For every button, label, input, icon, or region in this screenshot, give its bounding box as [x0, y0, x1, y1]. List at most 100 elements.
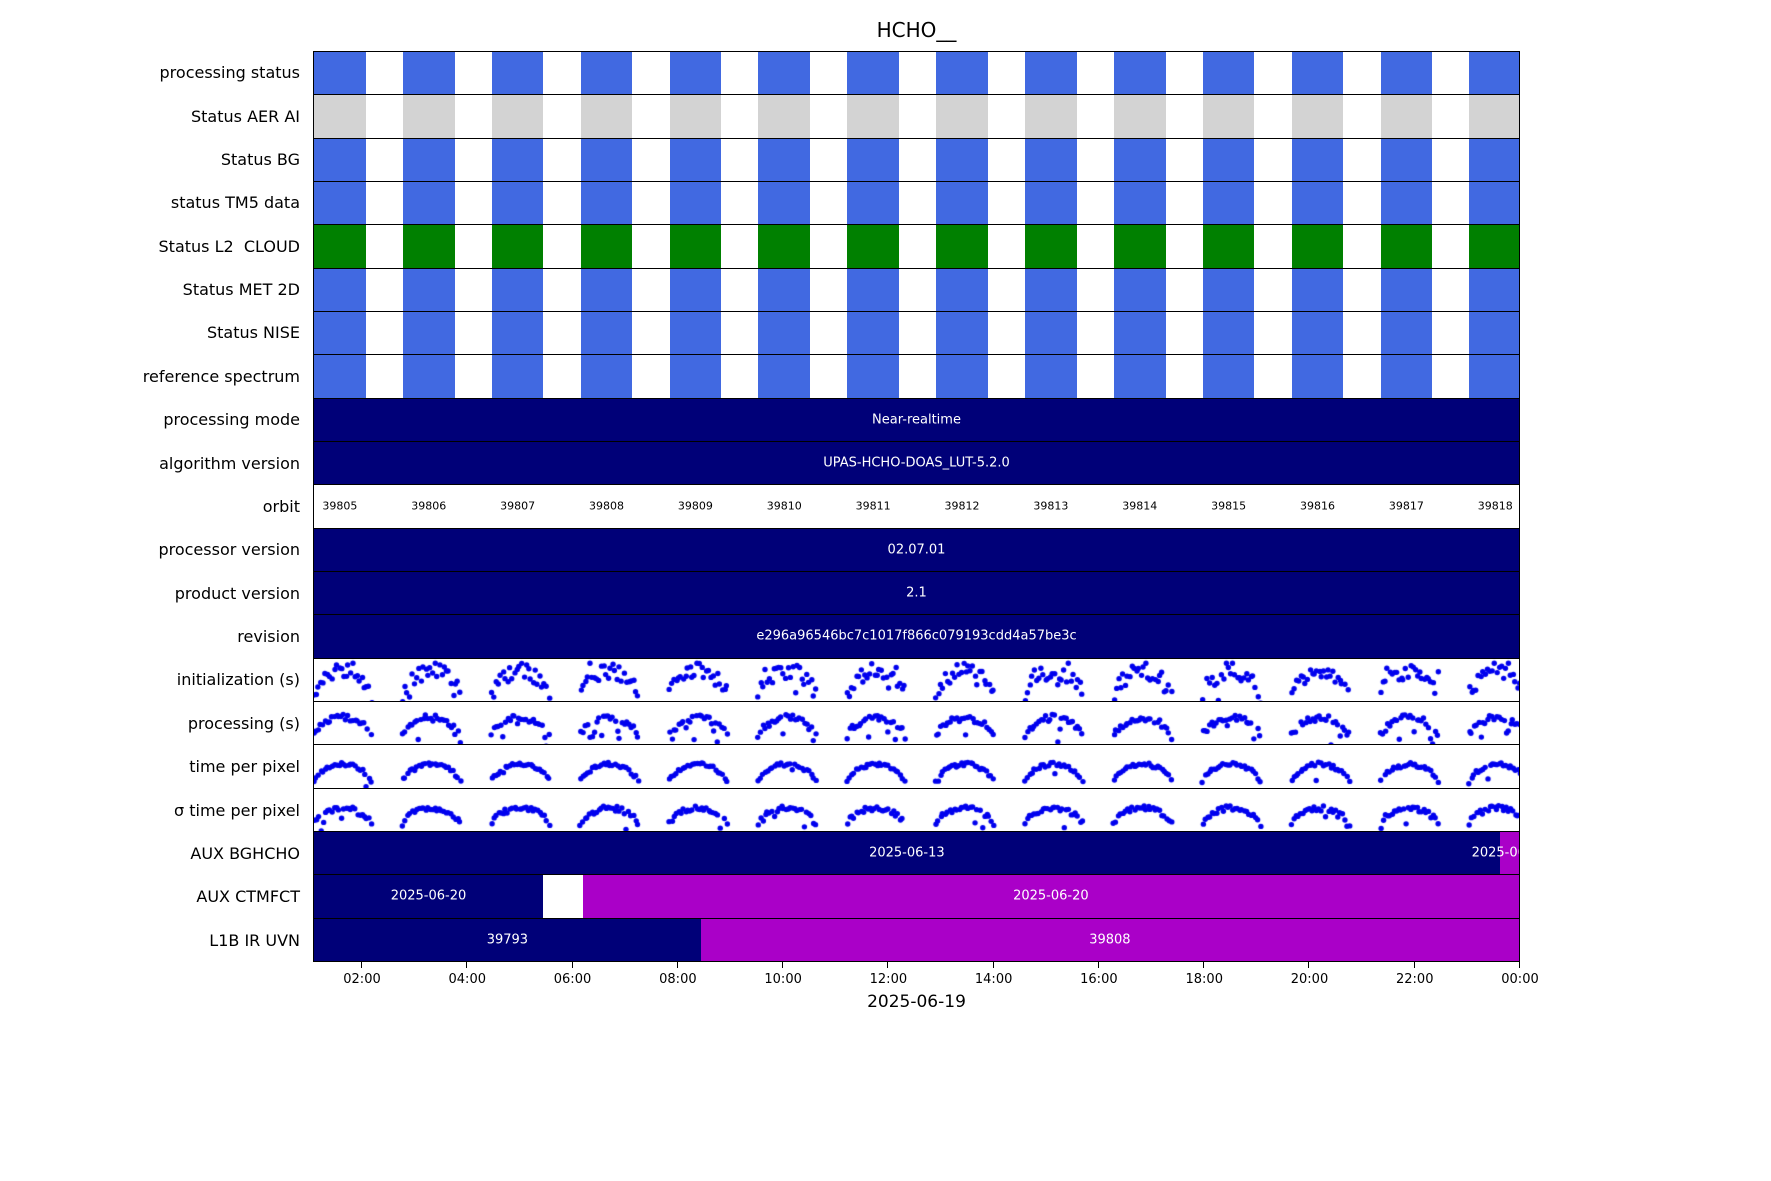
x-tick-mark: [676, 962, 678, 968]
orbit-number: 39810: [766, 499, 802, 513]
row-processing-s: [314, 701, 1519, 746]
bar-segment-text: UPAS-HCHO-DOAS_LUT-5.2.0: [823, 455, 1010, 471]
bar-segment-text: 2025-06-13: [869, 845, 945, 861]
x-tick-label: 10:00: [764, 972, 802, 987]
status-block: [314, 138, 366, 181]
bar-segment-text: 2025-06-20: [1013, 888, 1089, 904]
x-tick-mark: [887, 962, 889, 968]
row-label-orbit: orbit: [262, 496, 300, 516]
status-block: [1380, 268, 1433, 311]
status-block: [847, 181, 899, 225]
row-status-tm5-data: [314, 181, 1519, 226]
row-status-aer-ai: [314, 95, 1519, 139]
x-tick-label: 04:00: [448, 972, 486, 987]
row-revision: e296a96546bc7c1017f866c079193cdd4a57be3c: [314, 615, 1519, 659]
status-block: [758, 181, 811, 225]
bar-segment-text: 2.1: [906, 585, 927, 601]
status-block: [580, 95, 633, 138]
status-block: [491, 355, 544, 398]
row-label-algorithm-version: algorithm version: [159, 453, 300, 473]
status-block: [847, 311, 899, 355]
status-block: [491, 181, 544, 225]
status-block: [314, 355, 366, 398]
status-block: [402, 52, 455, 95]
status-block: [669, 268, 722, 311]
row-label-processing-mode: processing mode: [163, 410, 300, 430]
status-block: [402, 95, 455, 138]
row-processor-version: 02.07.01: [314, 528, 1519, 572]
status-block: [1202, 355, 1255, 398]
status-block: [1025, 95, 1077, 138]
status-block: [669, 181, 722, 225]
row-label-processor-version: processor version: [158, 540, 300, 560]
row-label-l1b-ir-uvn: L1B IR UVN: [209, 930, 300, 950]
x-axis-label: 2025-06-19: [867, 992, 966, 1012]
x-tick-mark: [361, 962, 362, 968]
status-block: [1025, 138, 1077, 181]
status-block: [1291, 268, 1344, 311]
bar-segment: [314, 875, 543, 918]
status-block: [1202, 268, 1255, 311]
x-tick-label: 20:00: [1290, 972, 1329, 987]
bar-segment: [314, 615, 1519, 658]
orbit-number: 39814: [1122, 499, 1158, 513]
row-label-status-met-2d: Status MET 2D: [182, 280, 300, 300]
x-tick-label: 02:00: [343, 972, 381, 987]
orbit-number: 39811: [855, 499, 891, 513]
status-block: [1291, 181, 1344, 225]
row-label-status-nise: Status NISE: [206, 323, 300, 343]
bar-segment: [314, 831, 1500, 875]
scatter-plot-time-per-pixel: [314, 745, 1519, 788]
status-block: [669, 52, 722, 95]
status-block: [1025, 268, 1077, 311]
row-reference-spectrum: [314, 355, 1519, 399]
status-block: [1202, 311, 1255, 355]
bar-segment: [314, 441, 1519, 485]
status-block: [491, 311, 544, 355]
status-block: [580, 225, 633, 268]
x-tick-label: 12:00: [869, 972, 908, 987]
status-block: [314, 95, 366, 138]
row-status-bg: [314, 138, 1519, 182]
status-block: [1291, 355, 1344, 398]
status-block: [758, 311, 811, 355]
row-label-processing-status: processing status: [159, 63, 300, 83]
status-block: [491, 225, 544, 268]
status-block: [402, 355, 455, 398]
status-block: [669, 95, 722, 138]
status-block: [1113, 95, 1166, 138]
row-label-time-per-pixel: σ time per pixel: [174, 800, 300, 820]
row-l1b-ir-uvn: 39793 39808: [314, 918, 1519, 961]
row-label-time-per-pixel: time per pixel: [189, 757, 300, 777]
status-block: [1469, 311, 1519, 355]
status-block: [1291, 311, 1344, 355]
scatter-plot-time-per-pixel: [314, 788, 1519, 831]
row-aux-bghcho: 2025-06-13 2025-06-20: [314, 831, 1519, 876]
status-block: [580, 311, 633, 355]
status-block: [1291, 95, 1344, 138]
bar-segment: [314, 571, 1519, 615]
scatter-plot-processing-s: [314, 701, 1519, 745]
status-block: [491, 52, 544, 95]
status-block: [1113, 355, 1166, 398]
status-block: [1380, 181, 1433, 225]
bar-segment: [314, 528, 1519, 571]
status-block: [669, 311, 722, 355]
status-block: [580, 138, 633, 181]
status-block: [847, 355, 899, 398]
x-tick-label: 00:00: [1501, 972, 1539, 987]
orbit-number: 39806: [411, 499, 447, 513]
status-block: [758, 52, 811, 95]
row-label-status-bg: Status BG: [220, 149, 300, 169]
status-block: [936, 138, 988, 181]
status-block: [1291, 52, 1344, 95]
orbit-number: 39816: [1300, 499, 1336, 513]
status-block: [314, 181, 366, 225]
x-tick-mark: [1308, 962, 1310, 968]
status-block: [669, 138, 722, 181]
status-block: [1113, 138, 1166, 181]
status-block: [1202, 181, 1255, 225]
status-block: [758, 268, 811, 311]
status-block: [1380, 311, 1433, 355]
orbit-number: 39817: [1388, 499, 1424, 513]
